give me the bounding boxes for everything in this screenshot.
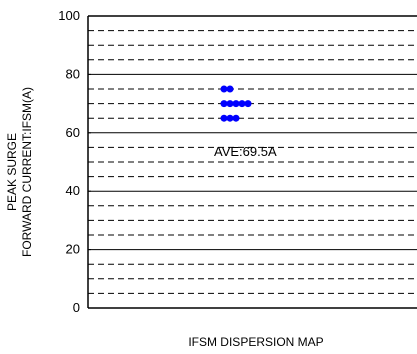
data-point: [232, 100, 240, 108]
y-tick-label: 40: [66, 183, 80, 198]
ticks-layer: 0 20 40 60 80 100: [58, 8, 91, 315]
y-axis-label-line-2: FORWARD CURRENT:IFSM(A): [20, 87, 34, 257]
data-point: [238, 100, 246, 108]
y-axis-label-line-1: PEAK SURGE: [5, 133, 19, 211]
data-point: [232, 114, 240, 122]
y-tick-label: 80: [66, 66, 80, 81]
y-tick-label: 20: [66, 242, 80, 257]
y-tick-label: 100: [58, 8, 80, 23]
data-point: [220, 114, 228, 122]
axes-layer: [87, 15, 417, 309]
data-point: [226, 100, 234, 108]
data-point: [220, 85, 228, 93]
annotation-ave: AVE:69.5A: [214, 144, 277, 159]
y-tick-label: 60: [66, 125, 80, 140]
y-tick-label: 0: [73, 300, 80, 315]
data-point: [220, 100, 228, 108]
data-point: [226, 114, 234, 122]
x-axis-label: IFSM DISPERSION MAP: [188, 335, 323, 349]
data-point: [244, 100, 252, 108]
data-point: [226, 85, 234, 93]
grid-layer: [88, 30, 417, 294]
points-layer: [220, 85, 252, 122]
